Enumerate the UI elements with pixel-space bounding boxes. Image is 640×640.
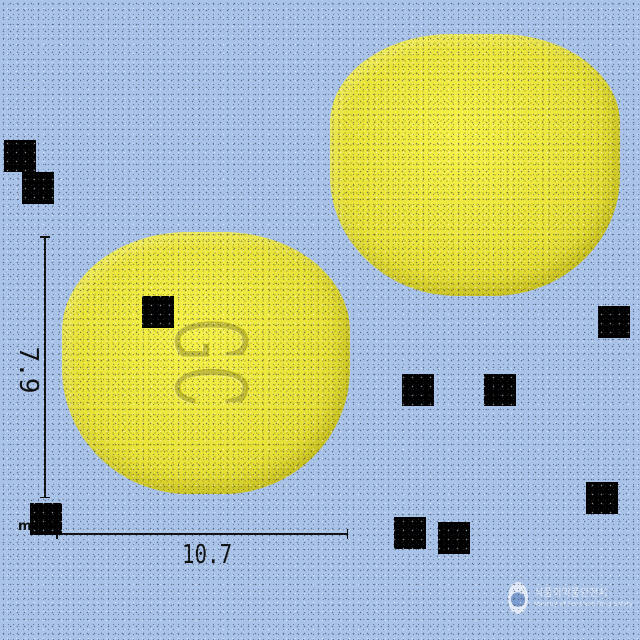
occlusion-box [4, 140, 36, 172]
occlusion-box [402, 374, 434, 406]
occlusion-box [394, 517, 426, 549]
occlusion-box [22, 172, 54, 204]
watermark-korean: 식품의약품안전처 [534, 587, 608, 599]
tablet-back-side [330, 34, 620, 296]
emblem-icon [508, 582, 528, 614]
occlusion-box [438, 522, 470, 554]
occlusion-box [30, 503, 62, 535]
width-measurement: 10.7 [182, 540, 233, 570]
watermark-english: Ministry of Food and Drug Safety [534, 600, 633, 608]
tablet-imprint: GC [153, 318, 265, 413]
occlusion-box [586, 482, 618, 514]
width-ruler [56, 529, 348, 539]
height-measurement: 7.9 [13, 346, 43, 394]
occlusion-box [598, 306, 630, 338]
occlusion-box [484, 374, 516, 406]
watermark-logo: 식품의약품안전처 Ministry of Food and Drug Safet… [508, 582, 633, 614]
occlusion-box [142, 296, 174, 328]
